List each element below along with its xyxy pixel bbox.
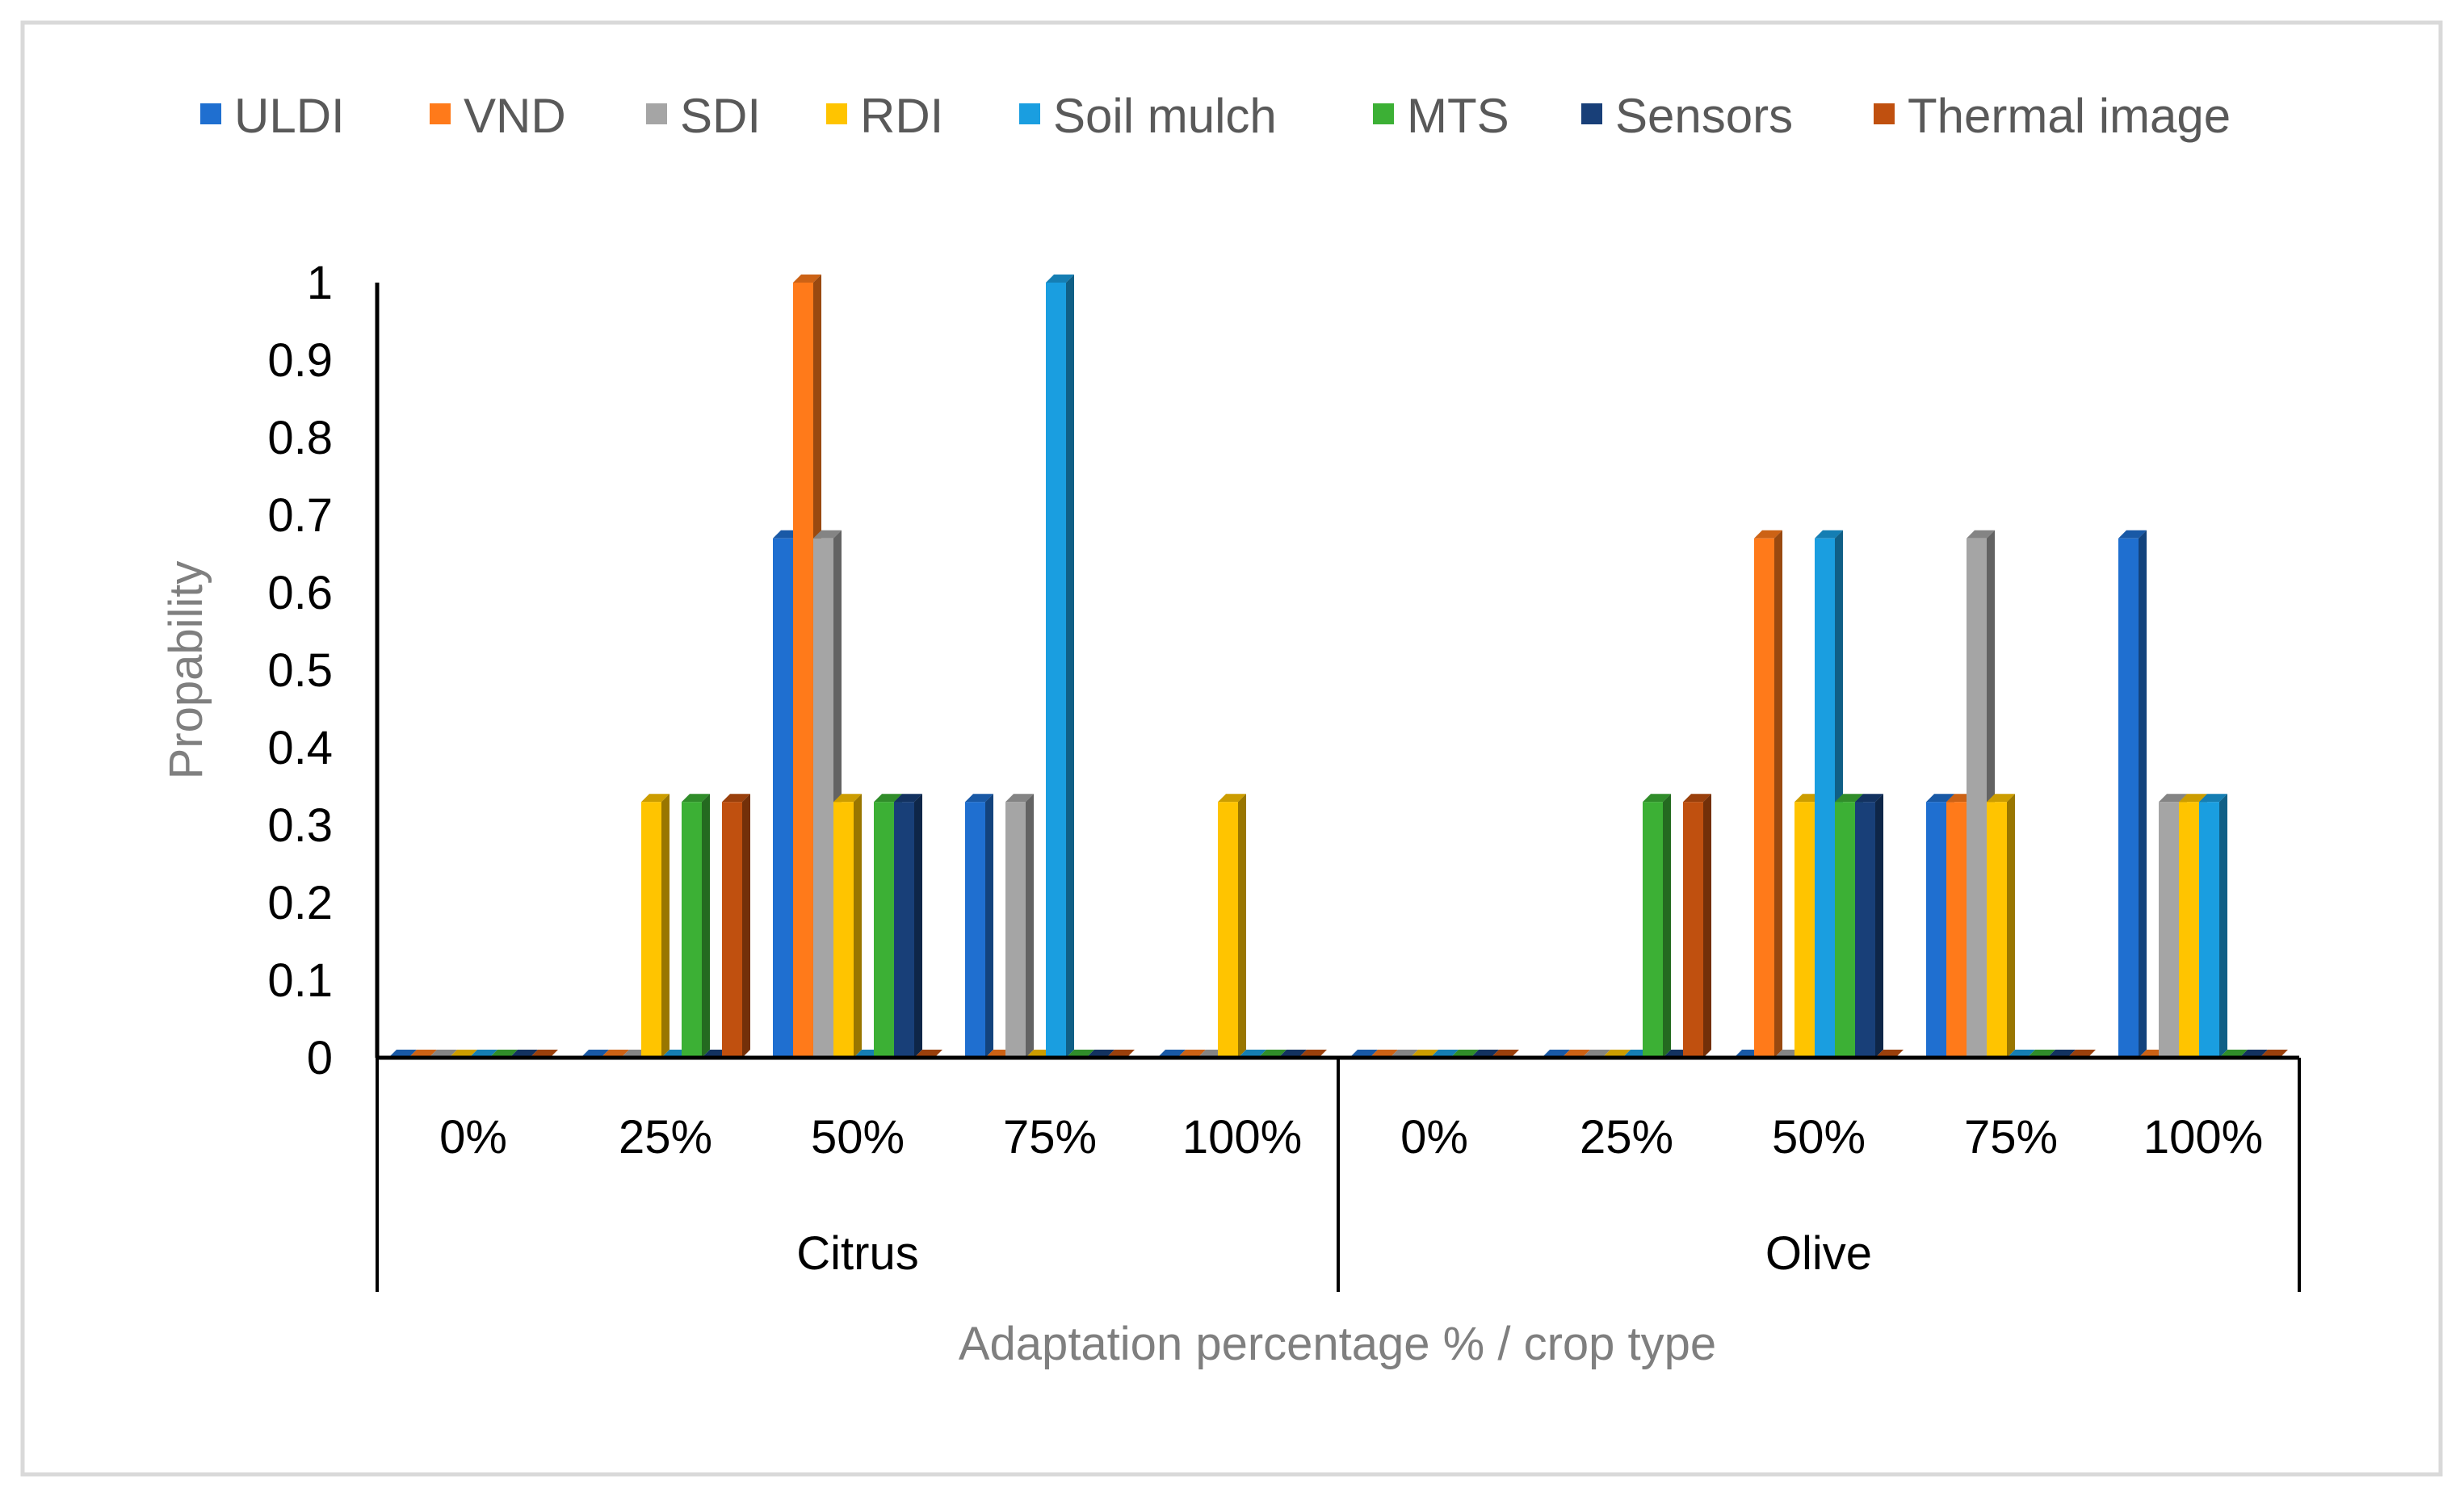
group-label: Citrus	[796, 1227, 918, 1280]
bar-soil-mulch	[1046, 275, 1074, 1058]
legend-swatch	[826, 103, 847, 124]
bar-sdi	[1005, 794, 1034, 1058]
legend-swatch	[1581, 103, 1602, 124]
bar-sensors	[894, 794, 922, 1058]
x-tick-label: 25%	[1580, 1111, 1673, 1163]
bar-sdi	[1967, 530, 1995, 1058]
legend-swatch	[1019, 103, 1040, 124]
y-tick-label: 0.4	[267, 722, 333, 774]
group-label: Olive	[1765, 1227, 1872, 1280]
bar-vnd	[1754, 530, 1782, 1058]
x-tick-label: 100%	[1182, 1111, 1302, 1163]
y-tick-label: 0.8	[267, 412, 333, 464]
legend-label: SDI	[680, 89, 761, 143]
bar-soil-mulch	[2199, 794, 2227, 1058]
bar-sensors	[1855, 794, 1883, 1058]
legend-swatch	[646, 103, 667, 124]
x-tick-label: 50%	[811, 1111, 905, 1163]
y-axis-title: Propability	[160, 561, 212, 780]
legend-label: RDI	[860, 89, 943, 143]
bar-rdi	[641, 794, 670, 1058]
y-tick-label: 1	[307, 257, 333, 309]
y-tick-label: 0.9	[267, 334, 333, 387]
legend-swatch	[1874, 103, 1895, 124]
legend-swatch	[1373, 103, 1394, 124]
x-tick-label: 50%	[1772, 1111, 1866, 1163]
legend-item: Sensors	[1581, 89, 1793, 143]
bar-rdi	[1987, 794, 2015, 1058]
legend-item: Thermal image	[1874, 89, 2231, 143]
legend-item: ULDI	[200, 89, 345, 143]
bar-mts	[1643, 794, 1671, 1058]
legend-label: Sensors	[1615, 89, 1793, 143]
legend-label: MTS	[1407, 89, 1509, 143]
legend: ULDI VND SDI RDI Soil mulch MTS Sensors Thermal…	[200, 89, 2231, 143]
legend-label: Thermal image	[1908, 89, 2231, 143]
y-tick-label: 0.5	[267, 644, 333, 697]
x-tick-label: 75%	[1003, 1111, 1097, 1163]
y-tick-label: 0.6	[267, 567, 333, 619]
bar-mts	[682, 794, 710, 1058]
x-tick-label: 0%	[1400, 1111, 1468, 1163]
chart-frame	[20, 20, 2443, 1477]
y-tick-label: 0.7	[267, 489, 333, 542]
legend-label: ULDI	[234, 89, 345, 143]
x-axis-title: Adaptation percentage % / crop type	[959, 1318, 1716, 1370]
y-tick-label: 0	[307, 1032, 333, 1084]
x-tick-label: 75%	[1964, 1111, 2058, 1163]
x-tick-label: 25%	[619, 1111, 712, 1163]
bar-rdi	[833, 794, 862, 1058]
legend-label: Soil mulch	[1053, 89, 1277, 143]
y-tick-label: 0.3	[267, 799, 333, 852]
legend-item: VND	[430, 89, 566, 143]
bar-thermal-image	[722, 794, 750, 1058]
y-tick-label: 0.2	[267, 877, 333, 929]
x-tick-label: 100%	[2143, 1111, 2263, 1163]
legend-item: SDI	[646, 89, 761, 143]
bar-rdi	[1218, 794, 1246, 1058]
bar-uldi	[2118, 530, 2147, 1058]
bar-uldi	[965, 794, 993, 1058]
bar-thermal-image	[1683, 794, 1711, 1058]
legend-swatch	[200, 103, 221, 124]
axes: 0 0.1 0.2 0.3 0.4 0.5 0.6 0.7 0.8 0.9 1 0% 25% 50% 75%…	[267, 257, 2301, 1292]
legend-swatch	[430, 103, 451, 124]
legend-label: VND	[464, 89, 566, 143]
y-tick-label: 0.1	[267, 954, 333, 1007]
legend-item: MTS	[1373, 89, 1509, 143]
x-tick-label: 0%	[439, 1111, 507, 1163]
legend-item: Soil mulch	[1019, 89, 1277, 143]
legend-item: RDI	[826, 89, 943, 143]
